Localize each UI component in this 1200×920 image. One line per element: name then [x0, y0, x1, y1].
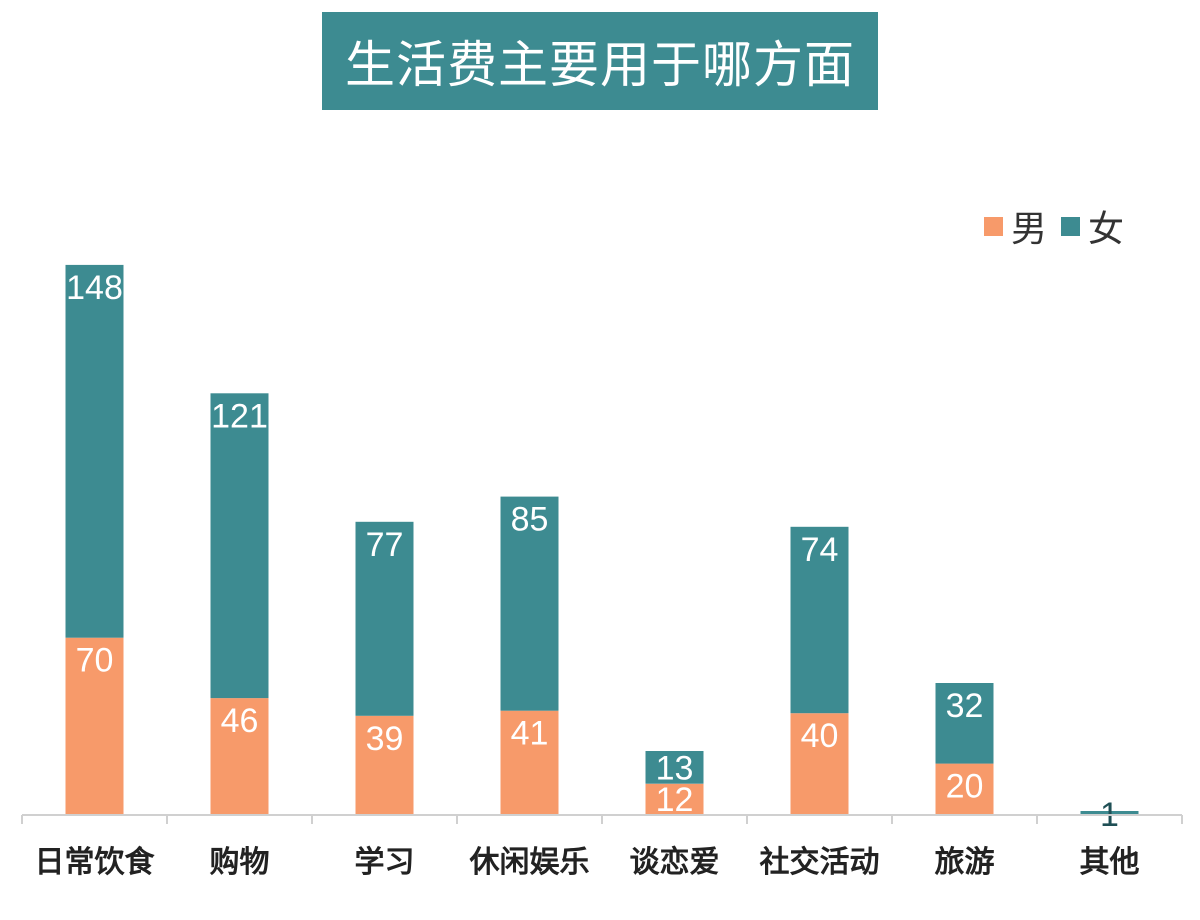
data-label-female-6: 32 — [946, 687, 984, 725]
chart-title-box: 生活费主要用于哪方面 — [322, 12, 878, 110]
category-label-4: 谈恋爱 — [630, 845, 720, 880]
legend-swatch-female — [1061, 216, 1081, 236]
x-axis: 日常饮食 购物 学习 休闲娱乐 谈恋爱 社交活动 旅游 其他 — [21, 814, 1183, 880]
data-label-male-4: 12 — [656, 781, 694, 819]
bar-female-4 — [645, 751, 704, 784]
data-label-male-3: 41 — [511, 715, 549, 753]
bar-female-6 — [935, 683, 994, 764]
legend-label-male: 男 — [1011, 209, 1048, 250]
bar-male-5 — [790, 713, 849, 814]
legend: 男 女 — [984, 200, 1138, 252]
data-label-male-2: 39 — [366, 720, 404, 758]
legend-item-male: 男 — [984, 200, 1047, 252]
data-label-male-0: 70 — [76, 642, 114, 680]
legend-item-female: 女 — [1061, 200, 1124, 252]
bar-male-0 — [65, 637, 124, 814]
category-label-7: 其他 — [1080, 845, 1140, 880]
category-label-0: 日常饮食 — [35, 845, 156, 880]
category-label-1: 购物 — [210, 845, 270, 880]
bar-male-1 — [210, 698, 269, 814]
data-label-male-6: 20 — [946, 768, 984, 806]
bar-female-3 — [500, 496, 559, 711]
bar-female-5 — [790, 526, 849, 714]
category-label-5: 社交活动 — [760, 845, 880, 880]
bar-female-2 — [355, 521, 414, 716]
bars-layer — [65, 264, 1139, 814]
legend-swatch-male — [984, 216, 1003, 236]
bar-male-4 — [645, 783, 704, 814]
data-label-female-4: 13 — [656, 749, 694, 787]
legend-label-female: 女 — [1088, 209, 1125, 250]
data-label-male-5: 40 — [801, 717, 839, 755]
data-label-female-3: 85 — [511, 501, 549, 539]
chart-title: 生活费主要用于哪方面 — [345, 36, 855, 94]
bar-male-2 — [355, 715, 414, 814]
category-label-2: 学习 — [355, 845, 415, 880]
category-label-3: 休闲娱乐 — [469, 845, 590, 880]
data-label-female-0: 148 — [66, 269, 123, 307]
bar-female-0 — [65, 264, 124, 638]
data-label-female-5: 74 — [801, 531, 839, 569]
data-label-female-2: 77 — [366, 526, 404, 564]
bar-male-6 — [935, 763, 994, 814]
bar-female-1 — [210, 393, 269, 699]
bar-male-3 — [500, 710, 559, 814]
data-label-female-1: 121 — [211, 397, 268, 435]
bar-small-marker-7 — [1080, 811, 1139, 814]
data-label-male-1: 46 — [221, 702, 259, 740]
category-label-6: 旅游 — [935, 845, 995, 880]
